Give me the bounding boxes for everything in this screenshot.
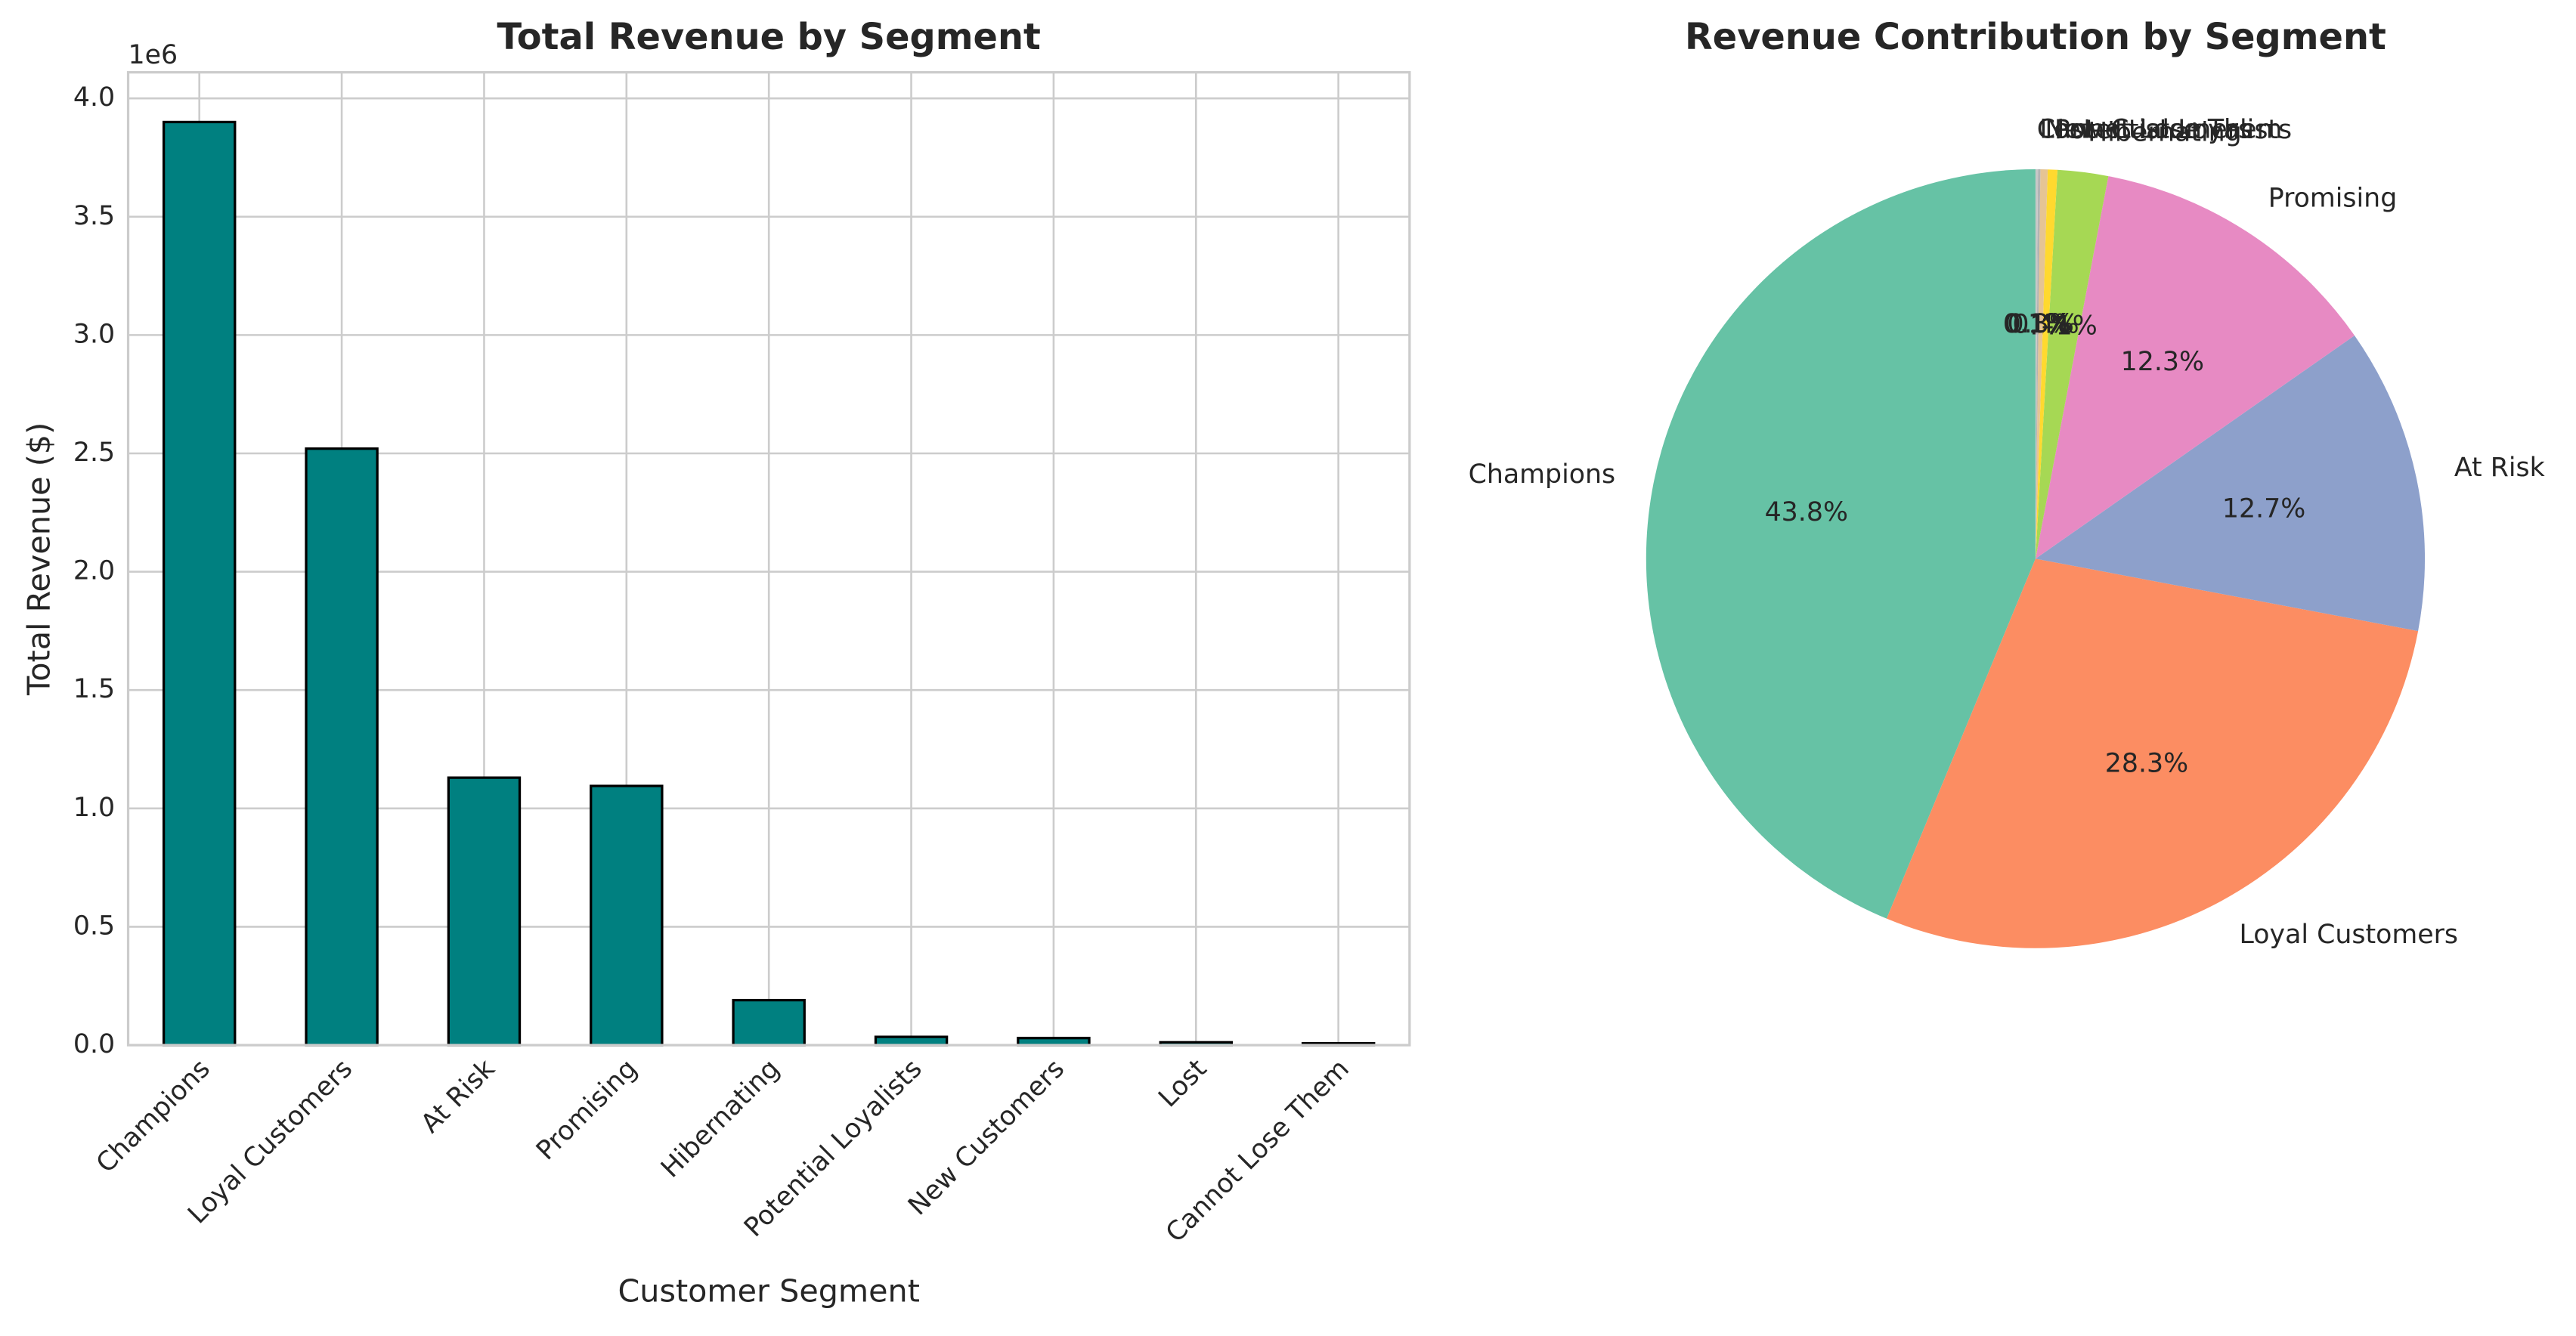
slice-label: Potential Loyalists <box>2054 115 2292 145</box>
slice-label: New Customers <box>2045 115 2252 145</box>
slice-label: Cannot Lose Them <box>2037 114 2283 144</box>
pie-slice <box>1646 169 2036 919</box>
pie-slice <box>2035 169 2048 559</box>
bar <box>732 998 806 1047</box>
pie-slice <box>2035 335 2426 632</box>
y-tick-label: 4.0 <box>73 82 115 113</box>
slice-label: Promising <box>2268 183 2398 213</box>
bar <box>162 120 237 1047</box>
pct-label: 0.1% <box>2003 309 2070 339</box>
pie-slice <box>2035 176 2355 559</box>
slice-label: Hibernating <box>2088 118 2242 148</box>
y-axis-label: Total Revenue ($) <box>20 422 57 696</box>
y-tick-label: 0.5 <box>73 911 115 941</box>
pie-slice <box>2035 169 2058 559</box>
slice-label: At Risk <box>2454 453 2546 483</box>
slice-label: Loyal Customers <box>2240 920 2459 950</box>
pct-label: 12.3% <box>2121 347 2204 377</box>
y-tick-label: 2.5 <box>73 438 115 468</box>
x-axis-label: Customer Segment <box>618 1273 919 1309</box>
offset-text: 1e6 <box>128 40 178 70</box>
y-tick-label: 3.5 <box>73 201 115 231</box>
pct-label: 0.1% <box>2005 309 2071 339</box>
pie-slice <box>2035 169 2109 559</box>
y-tick-label: 0.0 <box>73 1029 115 1059</box>
slice-label: Lost <box>2039 114 2094 144</box>
plot-frame <box>126 71 1411 1047</box>
pie-slice <box>2035 169 2039 559</box>
pct-label: 0.4% <box>2012 309 2079 339</box>
bar <box>590 784 664 1047</box>
slice-label: Champions <box>1469 459 1616 490</box>
pct-label: 0.3% <box>2008 309 2074 339</box>
pie-title: Revenue Contribution by Segment <box>1685 17 2386 58</box>
y-tick-label: 1.0 <box>73 793 115 823</box>
bar <box>305 447 379 1047</box>
pct-label: 43.8% <box>1765 497 1848 527</box>
y-tick-label: 1.5 <box>73 674 115 704</box>
bar <box>874 1035 949 1047</box>
pct-label: 28.3% <box>2105 748 2188 778</box>
y-tick-label: 2.0 <box>73 556 115 586</box>
y-tick-label: 3.0 <box>73 319 115 349</box>
pie-slice <box>2035 169 2041 559</box>
bar-title: Total Revenue by Segment <box>497 17 1041 58</box>
pct-label: 12.7% <box>2222 493 2305 524</box>
bar <box>447 776 522 1047</box>
pie-slice <box>1886 558 2419 948</box>
